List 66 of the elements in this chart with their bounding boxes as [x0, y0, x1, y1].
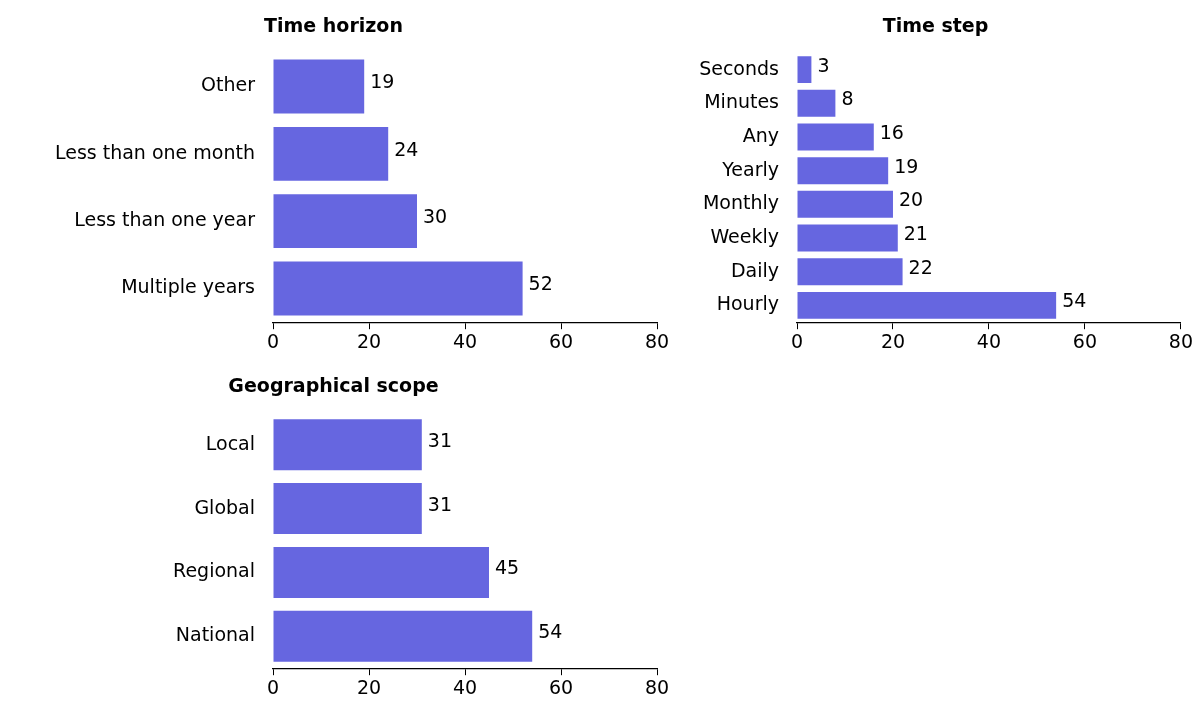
y-tick-label: Hourly	[716, 292, 779, 315]
data-label: 3	[817, 53, 830, 76]
data-label: 8	[841, 87, 854, 110]
chart-title: Time horizon	[264, 14, 403, 37]
data-label: 16	[879, 120, 904, 143]
x-tick-label: 40	[976, 329, 1002, 352]
bar	[273, 59, 365, 114]
x-tick-label: 60	[548, 329, 574, 352]
y-tick-label: Other	[201, 73, 256, 96]
x-tick-label: 0	[266, 329, 280, 352]
x-tick-label: 20	[356, 675, 382, 698]
x-tick-label: 20	[356, 329, 382, 352]
bar	[273, 261, 523, 316]
x-tick-label: 40	[452, 329, 478, 352]
bar	[797, 56, 812, 84]
y-tick-label: Global	[194, 495, 255, 518]
bar	[273, 546, 489, 598]
bar	[797, 157, 889, 185]
data-label: 54	[538, 620, 563, 643]
y-tick-label: National	[175, 623, 255, 646]
bar	[797, 291, 1057, 319]
data-label: 20	[898, 188, 924, 211]
bar	[797, 123, 874, 151]
y-tick-label: Daily	[730, 258, 779, 281]
data-label: 21	[903, 221, 928, 244]
x-tick-label: 0	[266, 675, 280, 698]
x-tick-label: 60	[548, 675, 574, 698]
data-label: 30	[423, 205, 448, 228]
chart-title: Geographical scope	[228, 374, 439, 397]
data-label: 24	[394, 137, 419, 160]
y-tick-label: Less than one year	[74, 208, 256, 231]
y-tick-label: Local	[205, 431, 255, 454]
x-tick-label: 0	[790, 329, 804, 352]
bar	[797, 89, 836, 117]
bar	[273, 126, 389, 181]
data-label: 45	[495, 556, 520, 579]
y-tick-label: Seconds	[699, 56, 779, 79]
data-label: 19	[894, 154, 919, 177]
bar	[273, 483, 422, 535]
bar	[273, 610, 533, 662]
bar	[273, 194, 417, 249]
y-tick-label: Multiple years	[121, 275, 255, 298]
y-tick-label: Any	[742, 123, 779, 146]
bar	[273, 419, 422, 471]
x-tick-label: 80	[1168, 329, 1194, 352]
data-label: 52	[528, 272, 553, 295]
y-tick-label: Yearly	[721, 157, 779, 180]
y-tick-label: Monthly	[702, 191, 779, 214]
data-label: 19	[370, 70, 395, 93]
data-label: 22	[908, 255, 933, 278]
data-label: 31	[427, 428, 452, 451]
data-label: 31	[427, 492, 452, 515]
data-label: 54	[1062, 289, 1087, 312]
bar	[797, 258, 903, 286]
bar	[797, 190, 893, 218]
chart-title: Time step	[882, 14, 989, 37]
y-tick-label: Weekly	[710, 224, 779, 247]
x-tick-label: 60	[1072, 329, 1098, 352]
y-tick-label: Less than one month	[54, 140, 255, 163]
y-tick-label: Minutes	[704, 90, 779, 113]
x-tick-label: 80	[644, 329, 670, 352]
bar	[797, 224, 898, 252]
x-tick-label: 40	[452, 675, 478, 698]
x-tick-label: 20	[880, 329, 906, 352]
x-tick-label: 80	[644, 675, 670, 698]
y-tick-label: Regional	[173, 559, 255, 582]
